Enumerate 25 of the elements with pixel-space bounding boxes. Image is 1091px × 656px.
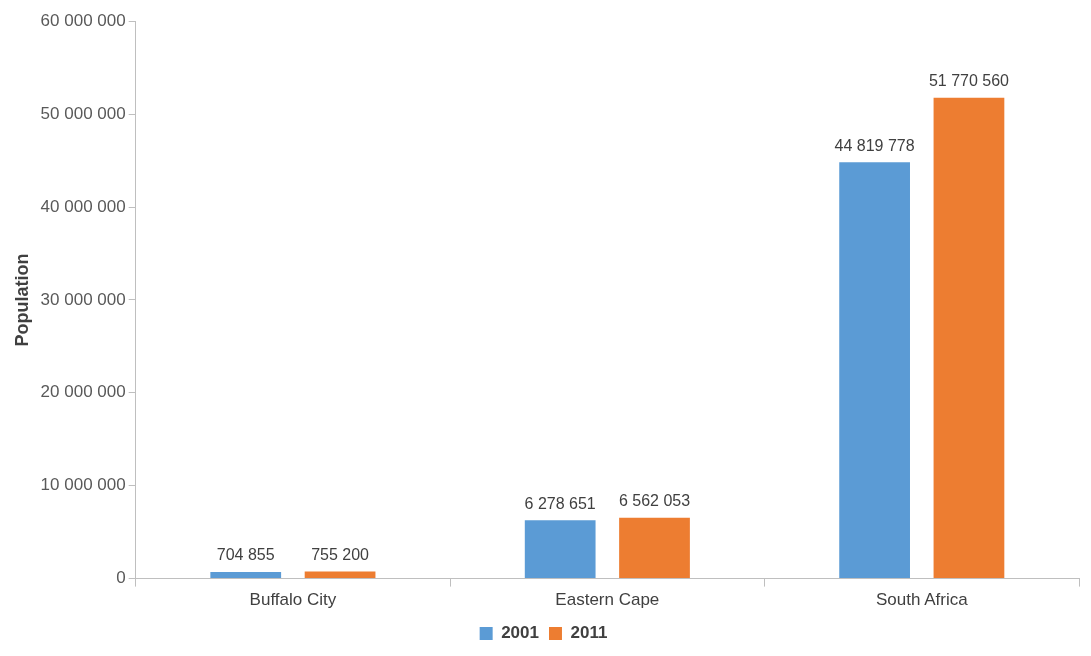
bar <box>619 517 690 579</box>
x-tick-label: Eastern Cape <box>555 590 660 610</box>
bar <box>524 520 596 579</box>
data-label: 755 200 <box>311 545 370 563</box>
bar <box>210 572 282 579</box>
y-axis-title: Population <box>11 253 32 347</box>
data-label: 6 562 053 <box>618 492 691 510</box>
y-tick-label: 30 000 000 <box>40 289 126 309</box>
y-tick-label: 20 000 000 <box>40 382 126 402</box>
x-tick-label: Buffalo City <box>249 590 337 610</box>
legend-label: 2001 <box>501 623 539 643</box>
bar <box>933 97 1005 579</box>
y-tick-label: 10 000 000 <box>40 475 126 495</box>
data-label: 6 278 651 <box>524 494 596 512</box>
y-tick-label: 0 <box>116 568 126 588</box>
y-tick-label: 50 000 000 <box>40 103 126 123</box>
data-label: 704 855 <box>216 546 275 564</box>
y-tick-label: 60 000 000 <box>40 10 126 30</box>
legend-label: 2011 <box>570 623 608 643</box>
y-tick-label: 40 000 000 <box>40 196 126 216</box>
data-label: 51 770 560 <box>928 72 1010 90</box>
x-tick-label: South Africa <box>875 590 969 610</box>
bar <box>304 571 376 579</box>
data-label: 44 819 778 <box>834 136 915 154</box>
bar <box>839 162 910 579</box>
